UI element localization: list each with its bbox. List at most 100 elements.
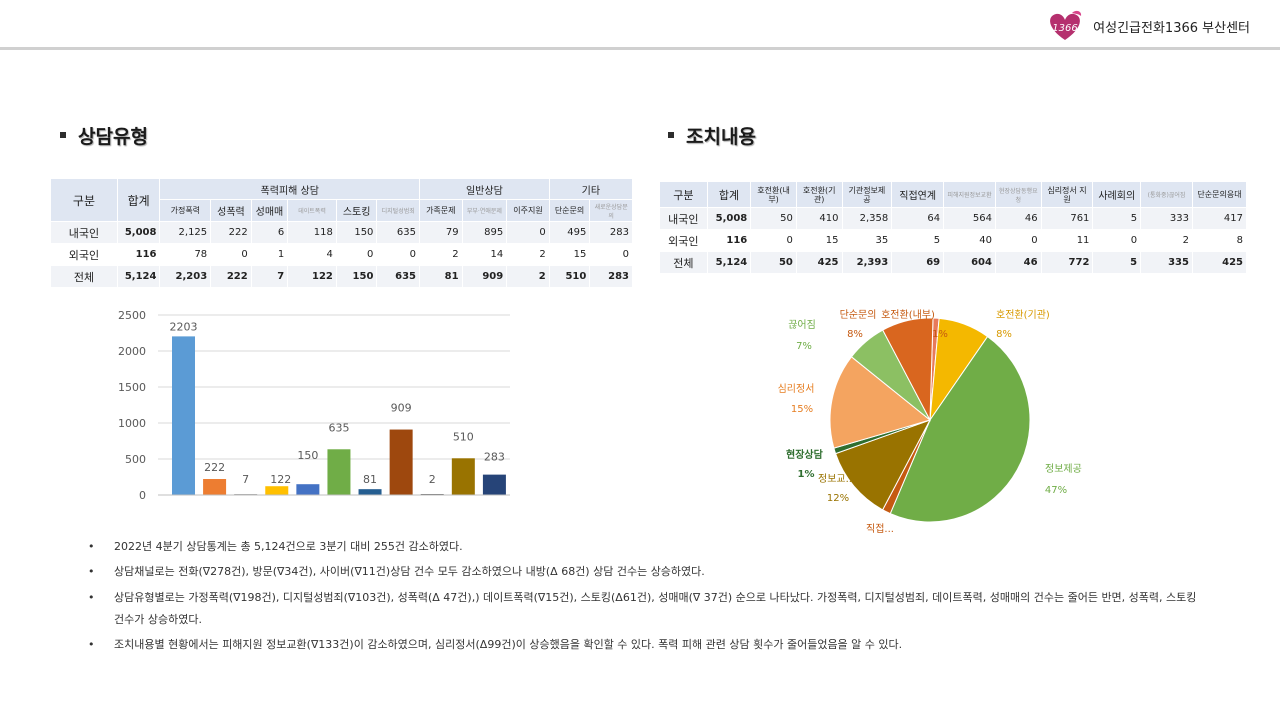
- pie-label: 정보제공: [1045, 463, 1082, 475]
- pie-label: 심리정서: [778, 383, 815, 395]
- col-header: 심리정서 지원: [1040, 181, 1094, 208]
- pie-pct-label: 8%: [847, 329, 863, 340]
- pie-slice-정보교...: [834, 419, 932, 511]
- row-label: 내국인: [659, 207, 708, 230]
- table-cell: 0: [1092, 229, 1142, 252]
- pie-label: 호전환(기관): [996, 309, 1050, 321]
- table-cell: 410: [795, 207, 843, 230]
- table-cell: 122: [287, 265, 337, 288]
- sub-header: 이주지원: [506, 199, 550, 222]
- table-cell: 283: [589, 265, 633, 288]
- col-header-gubun: 구분: [659, 181, 708, 208]
- pie-slice-정보제공: [889, 335, 1031, 523]
- action-pie-chart: 호전환(내부) 1% 호전환(기관) 8% 정보제공 47% 직접... 정보교... 12% 현…: [778, 309, 1082, 535]
- col-header: 직접연계: [891, 181, 945, 208]
- table-cell: 425: [795, 251, 843, 274]
- table-cell: 2: [506, 243, 550, 266]
- pie-pct-label: 12%: [827, 493, 849, 504]
- row-total: 116: [706, 229, 752, 252]
- row-total: 116: [116, 243, 161, 266]
- table-cell: 150: [335, 265, 378, 288]
- pie-label: 정보교...: [818, 473, 855, 485]
- table-cell: 0: [506, 221, 550, 244]
- table-cell: 2,203: [159, 265, 212, 288]
- table-cell: 2: [506, 265, 550, 288]
- col-header: 단순문의응대: [1191, 181, 1248, 208]
- y-tick-label: 2500: [118, 309, 146, 322]
- row-total: 5,008: [706, 207, 752, 230]
- table-cell: 150: [335, 221, 378, 244]
- pie-label: 끊어짐: [788, 319, 816, 331]
- table-cell: 2: [1140, 229, 1193, 252]
- sub-header: 가족문제: [419, 199, 463, 222]
- pie-pct-label: 1%: [798, 469, 815, 480]
- row-label: 전체: [659, 251, 708, 274]
- pie-pct-label: 1%: [932, 329, 948, 340]
- sub-header: 디지털성범죄: [376, 199, 420, 222]
- bar-value-label: 909: [391, 402, 412, 415]
- table-cell: 564: [943, 207, 996, 230]
- table-cell: 2: [419, 243, 463, 266]
- consultation-type-table: 구분 합계 폭력피해 상담 일반상담 기타 가정폭력 성폭력 성매매 데이트폭력…: [50, 178, 634, 288]
- bullet-icon: [668, 131, 674, 138]
- bar-가족문제: [358, 489, 382, 495]
- svg-text:1366: 1366: [1052, 23, 1077, 34]
- table-cell: 5: [1092, 207, 1142, 230]
- row-total: 5,124: [116, 265, 161, 288]
- table-cell: 6: [250, 221, 289, 244]
- pie-label: 직접...: [866, 523, 894, 535]
- col-header: 호전환(기관): [795, 181, 843, 208]
- pie-pct-label: 7%: [796, 341, 812, 352]
- pie-slice-단순문의: [882, 317, 934, 422]
- bar-value-label: 2: [429, 473, 436, 486]
- table-cell: 5: [891, 229, 945, 252]
- table-row: 내국인 5,008 50 410 2,358 64 564 46 761 5 333 417: [659, 207, 1248, 230]
- table-cell: 79: [419, 221, 463, 244]
- y-tick-label: 2000: [118, 345, 146, 358]
- col-header-gubun: 구분: [50, 178, 118, 222]
- header-bar: 1366 여성긴급전화1366 부산센터: [0, 0, 1280, 50]
- table-cell: 495: [548, 221, 591, 244]
- row-label: 내국인: [50, 221, 118, 244]
- pie-pct-label: 8%: [996, 329, 1012, 340]
- table-cell: 46: [994, 207, 1042, 230]
- sub-header: 부부·연애문제: [461, 199, 508, 222]
- note-item: 2022년 4분기 상담통계는 총 5,124건으로 3분기 대비 255건 감…: [88, 536, 1198, 558]
- table-cell: 5: [1092, 251, 1142, 274]
- bar-부부·연애문제: [389, 429, 413, 495]
- table-cell: 635: [376, 265, 420, 288]
- col-header: (통화중)끊어짐: [1140, 181, 1193, 208]
- table-cell: 772: [1040, 251, 1094, 274]
- table-cell: 0: [335, 243, 378, 266]
- table-cell: 335: [1140, 251, 1193, 274]
- section-title-consultation-type: 상담유형: [60, 122, 148, 149]
- table-cell: 15: [548, 243, 591, 266]
- table-cell: 14: [461, 243, 508, 266]
- brand-name: 여성긴급전화1366 부산센터: [1093, 20, 1250, 36]
- bar-스토킹: [296, 484, 320, 495]
- pie-pct-label: 47%: [1045, 485, 1067, 496]
- group-header-violence: 폭력피해 상담: [159, 178, 420, 200]
- table-cell: 895: [461, 221, 508, 244]
- table-cell: 0: [994, 229, 1042, 252]
- sub-header: 성매매: [250, 199, 289, 222]
- table-cell: 222: [210, 221, 252, 244]
- table-row: 전체 5,124 2,203 222 7 122 150 635 81 909 2 510 283: [50, 265, 633, 288]
- note-item: 상담유형별로는 가정폭력(∇198건), 디지털성범죄(∇103건), 성폭력(…: [88, 587, 1198, 631]
- table-cell: 909: [461, 265, 508, 288]
- bar-성폭력: [203, 479, 227, 495]
- table-row: 외국인 116 0 15 35 5 40 0 11 0 2 8: [659, 229, 1248, 252]
- table-cell: 50: [750, 251, 797, 274]
- table-cell: 1: [250, 243, 289, 266]
- logo-icon: 1366: [1050, 10, 1082, 41]
- col-header: 피해지원정보교환: [943, 181, 996, 208]
- table-cell: 0: [589, 243, 633, 266]
- table-cell: 2,393: [841, 251, 893, 274]
- pie-pct-label: 15%: [791, 404, 813, 415]
- table-cell: 11: [1040, 229, 1094, 252]
- row-label: 외국인: [50, 243, 118, 266]
- pie-label: 호전환(내부): [881, 309, 935, 321]
- note-item: 상담채널로는 전화(∇278건), 방문(∇34건), 사이버(∇11건)상담 …: [88, 561, 1198, 583]
- table-cell: 46: [994, 251, 1042, 274]
- table-cell: 7: [250, 265, 289, 288]
